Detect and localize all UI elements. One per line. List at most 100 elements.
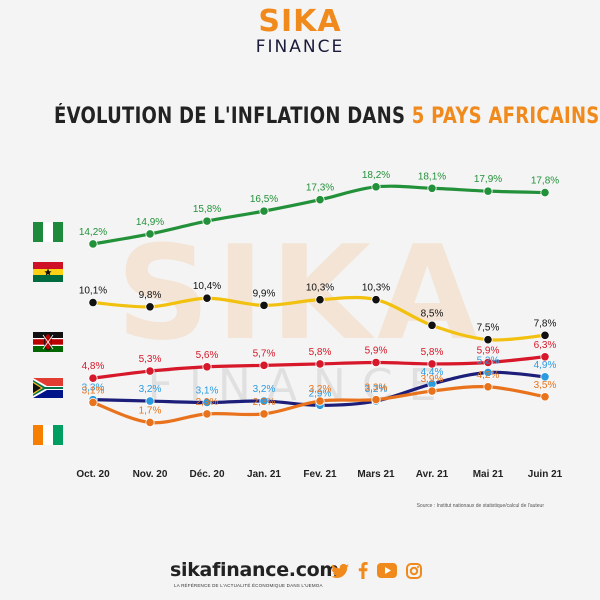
data-point xyxy=(540,372,550,382)
data-label: 18,1% xyxy=(418,171,446,182)
data-label: 7,8% xyxy=(534,318,557,329)
data-label: 5,7% xyxy=(253,348,276,359)
data-point xyxy=(145,366,155,376)
data-point xyxy=(202,362,212,372)
data-point xyxy=(483,357,493,368)
facebook-icon[interactable] xyxy=(358,562,368,579)
data-point xyxy=(540,392,550,402)
data-point xyxy=(88,297,98,308)
x-tick-label: Déc. 20 xyxy=(189,469,224,480)
x-tick-label: Juin 21 xyxy=(528,469,563,480)
youtube-icon[interactable] xyxy=(377,563,397,578)
data-point xyxy=(540,352,550,362)
data-point xyxy=(145,417,155,428)
data-label: 9,9% xyxy=(253,288,276,299)
data-point xyxy=(315,396,325,406)
data-point xyxy=(483,367,493,378)
twitter-icon[interactable] xyxy=(331,563,349,578)
data-label: 3,9% xyxy=(421,374,444,385)
data-label: 3,2% xyxy=(309,384,332,395)
data-label: 3,2% xyxy=(253,384,276,395)
data-point xyxy=(427,320,437,330)
data-label: 5,9% xyxy=(365,345,388,356)
data-point xyxy=(540,330,550,340)
data-point xyxy=(259,396,269,406)
nigeria-flag xyxy=(33,222,63,242)
data-label: 14,9% xyxy=(136,217,164,228)
data-point xyxy=(202,397,212,408)
data-point xyxy=(259,409,269,419)
x-tick-label: Mai 21 xyxy=(473,469,504,480)
data-label: 3,3% xyxy=(365,383,388,394)
x-tick-label: Fev. 21 xyxy=(303,469,337,480)
data-point xyxy=(88,397,98,408)
data-label: 3,2% xyxy=(365,384,388,395)
data-label: 8,5% xyxy=(421,308,444,319)
chart-title-part1: ÉVOLUTION DE L'INFLATION DANS xyxy=(54,104,412,129)
data-point xyxy=(483,335,493,345)
data-point xyxy=(145,396,155,406)
footer: sikafinance.com LA RÉFÉRENCE DE L'ACTUAL… xyxy=(0,555,600,600)
data-label: 3,1% xyxy=(196,385,219,396)
kenya-flag xyxy=(33,332,63,352)
data-point xyxy=(202,293,212,303)
x-tick-label: Oct. 20 xyxy=(76,469,110,480)
data-point xyxy=(259,206,269,216)
data-point xyxy=(540,187,550,198)
data-point xyxy=(427,359,437,369)
data-point xyxy=(88,373,98,383)
data-label: 9,8% xyxy=(139,290,162,301)
data-label: 10,1% xyxy=(79,286,107,297)
data-label: 16,5% xyxy=(250,194,278,205)
brand-name: SIKA xyxy=(258,4,342,39)
ghana-flag xyxy=(33,262,63,282)
x-tick-label: Nov. 20 xyxy=(133,469,168,480)
chart-title: ÉVOLUTION DE L'INFLATION DANS 5 PAYS AFR… xyxy=(54,104,599,129)
data-label: 4,9% xyxy=(534,360,557,371)
data-label: 1,7% xyxy=(139,405,162,416)
data-point xyxy=(315,295,325,305)
data-point xyxy=(483,186,493,196)
data-label: 5,8% xyxy=(309,347,332,358)
south-africa-flag xyxy=(33,378,63,398)
data-label: 2,3% xyxy=(253,397,276,408)
site-link[interactable]: sikafinance.com xyxy=(170,559,339,581)
data-point xyxy=(145,229,155,239)
data-label: 5,6% xyxy=(196,350,219,361)
x-tick-label: Mars 21 xyxy=(357,469,395,480)
instagram-icon[interactable] xyxy=(406,562,422,579)
data-point xyxy=(315,195,325,205)
data-point xyxy=(202,216,212,226)
data-label: 3,2% xyxy=(139,384,162,395)
data-label: 14,2% xyxy=(79,227,107,238)
data-label: 15,8% xyxy=(193,204,221,215)
chart-title-highlight: 5 PAYS AFRICAINS xyxy=(411,104,600,129)
data-label: 17,9% xyxy=(474,174,502,185)
x-tick-label: Avr. 21 xyxy=(416,469,449,480)
data-point xyxy=(145,302,155,312)
data-label: 5,8% xyxy=(421,347,444,358)
data-label: 6,3% xyxy=(534,340,557,351)
data-label: 18,2% xyxy=(362,170,390,181)
data-label: 17,3% xyxy=(306,183,334,194)
brand-logo: SIKA FINANCE xyxy=(0,4,600,57)
data-point xyxy=(427,183,437,193)
data-point xyxy=(259,360,269,370)
data-label: 7,5% xyxy=(477,323,500,334)
data-label: 5,3% xyxy=(139,354,162,365)
data-point xyxy=(427,386,437,396)
data-label: 4,4% xyxy=(421,367,444,378)
social-links xyxy=(331,562,422,579)
data-point xyxy=(202,409,212,419)
data-point xyxy=(371,295,381,305)
data-label: 2,9% xyxy=(309,388,332,399)
data-point xyxy=(88,239,98,249)
data-label: 2,3% xyxy=(196,397,219,408)
tagline: LA RÉFÉRENCE DE L'ACTUALITÉ ÉCONOMIQUE D… xyxy=(174,583,323,588)
data-label: 3,3% xyxy=(82,383,105,394)
source-note: Source : Institut nationaux de statistiq… xyxy=(416,503,544,509)
cote-divoire-flag xyxy=(33,425,63,445)
watermark-big: SIKA xyxy=(116,217,483,369)
data-point xyxy=(315,359,325,369)
